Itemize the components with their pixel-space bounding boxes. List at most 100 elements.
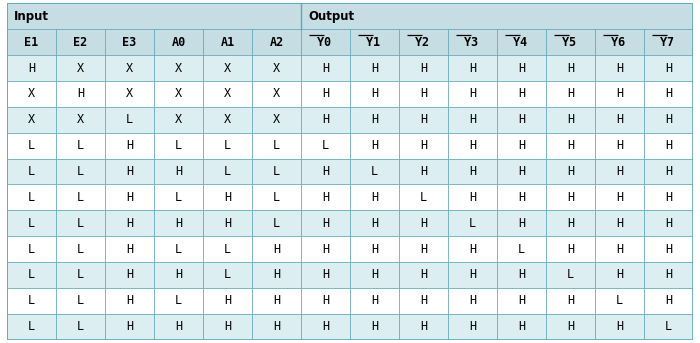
Bar <box>448 210 497 236</box>
Bar <box>644 288 693 314</box>
Text: H: H <box>616 87 623 100</box>
Text: H: H <box>224 294 231 307</box>
Bar <box>350 133 399 158</box>
Text: L: L <box>77 165 84 178</box>
Text: H: H <box>371 139 378 152</box>
Text: 7: 7 <box>666 36 673 49</box>
Text: H: H <box>567 62 574 74</box>
Bar <box>203 288 252 314</box>
Bar <box>497 81 546 107</box>
Text: H: H <box>469 62 476 74</box>
Text: A0: A0 <box>172 36 186 49</box>
Text: H: H <box>322 269 329 281</box>
Bar <box>497 107 546 133</box>
Text: H: H <box>322 217 329 230</box>
Bar <box>350 81 399 107</box>
Bar <box>399 314 448 340</box>
Text: H: H <box>469 294 476 307</box>
Bar <box>252 288 301 314</box>
Bar <box>595 210 644 236</box>
Bar <box>154 185 203 210</box>
Text: H: H <box>126 217 133 230</box>
Bar <box>350 158 399 185</box>
Text: H: H <box>567 87 574 100</box>
Bar <box>301 107 350 133</box>
Text: H: H <box>616 165 623 178</box>
Text: Y: Y <box>610 36 617 49</box>
Text: H: H <box>322 165 329 178</box>
Text: X: X <box>28 87 35 100</box>
Bar <box>252 262 301 288</box>
Text: H: H <box>28 62 35 74</box>
Text: H: H <box>616 139 623 152</box>
Text: H: H <box>665 217 672 230</box>
Text: H: H <box>567 139 574 152</box>
Text: H: H <box>420 269 427 281</box>
Text: H: H <box>273 294 280 307</box>
Bar <box>105 107 154 133</box>
Bar <box>7 3 301 29</box>
Bar <box>203 29 252 55</box>
Bar <box>154 236 203 262</box>
Text: H: H <box>371 191 378 204</box>
Text: 5: 5 <box>568 36 575 49</box>
Bar <box>203 314 252 340</box>
Text: H: H <box>567 191 574 204</box>
Text: Y: Y <box>365 36 372 49</box>
Bar <box>301 3 693 29</box>
Text: L: L <box>469 217 476 230</box>
Bar <box>546 185 595 210</box>
Text: H: H <box>469 269 476 281</box>
Text: Input: Input <box>14 10 49 23</box>
Text: H: H <box>420 139 427 152</box>
Bar <box>399 185 448 210</box>
Text: H: H <box>567 294 574 307</box>
Text: H: H <box>175 269 182 281</box>
Text: H: H <box>77 87 84 100</box>
Text: L: L <box>28 191 35 204</box>
Text: H: H <box>567 165 574 178</box>
Bar <box>399 262 448 288</box>
Bar <box>203 236 252 262</box>
Bar <box>301 29 350 55</box>
Bar <box>595 133 644 158</box>
Text: X: X <box>175 87 182 100</box>
Bar <box>154 107 203 133</box>
Bar <box>448 81 497 107</box>
Bar <box>56 288 105 314</box>
Text: 2: 2 <box>421 36 428 49</box>
Bar <box>595 288 644 314</box>
Text: Y: Y <box>561 36 568 49</box>
Text: L: L <box>224 269 231 281</box>
Text: H: H <box>518 87 525 100</box>
Bar <box>7 288 56 314</box>
Text: L: L <box>224 139 231 152</box>
Text: X: X <box>126 62 133 74</box>
Text: L: L <box>224 243 231 256</box>
Bar <box>595 55 644 81</box>
Text: H: H <box>616 191 623 204</box>
Text: H: H <box>518 139 525 152</box>
Bar <box>595 29 644 55</box>
Text: H: H <box>371 62 378 74</box>
Text: H: H <box>322 320 329 333</box>
Text: H: H <box>616 269 623 281</box>
Text: L: L <box>77 191 84 204</box>
Text: H: H <box>616 217 623 230</box>
Bar <box>203 55 252 81</box>
Text: H: H <box>126 165 133 178</box>
Bar <box>105 288 154 314</box>
Bar <box>399 81 448 107</box>
Text: 3: 3 <box>470 36 477 49</box>
Text: L: L <box>28 165 35 178</box>
Bar <box>301 158 350 185</box>
Text: H: H <box>322 113 329 126</box>
Text: H: H <box>616 320 623 333</box>
Text: H: H <box>322 62 329 74</box>
Bar <box>56 236 105 262</box>
Bar <box>595 314 644 340</box>
Text: L: L <box>518 243 525 256</box>
Bar <box>546 81 595 107</box>
Bar <box>154 29 203 55</box>
Bar <box>497 262 546 288</box>
